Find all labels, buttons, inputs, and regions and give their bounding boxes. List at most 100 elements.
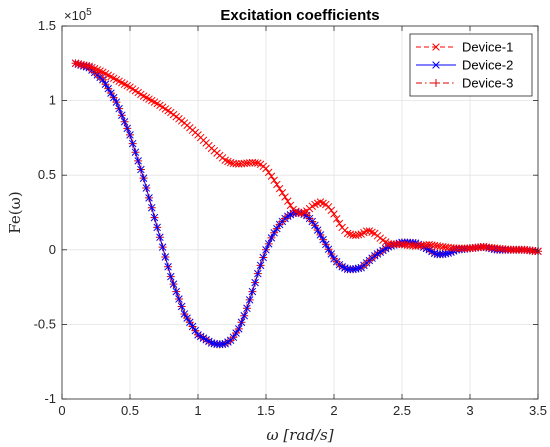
y-axis-exponent-power: 5: [86, 7, 92, 18]
series-marker: [161, 253, 170, 261]
legend-marker: [432, 43, 440, 51]
y-tick-label: -1: [44, 391, 56, 406]
series-marker: [316, 231, 325, 239]
legend-label: Device-1: [462, 40, 513, 55]
series-marker: [273, 180, 281, 189]
series-marker: [262, 164, 270, 173]
legend-label: Device-2: [462, 58, 513, 73]
series-marker: [112, 98, 121, 106]
series-marker: [188, 322, 197, 331]
series-marker: [324, 245, 333, 253]
series-marker: [327, 250, 336, 258]
series-marker: [273, 224, 281, 233]
series-marker: [422, 241, 431, 249]
series-marker: [172, 287, 180, 296]
series-marker: [245, 159, 254, 167]
series-marker: [120, 118, 129, 126]
series-marker: [264, 168, 273, 177]
series-marker: [278, 189, 287, 197]
series-marker: [232, 329, 240, 337]
series-marker: [248, 287, 257, 296]
x-tick-label: 0.5: [121, 403, 139, 418]
series-marker: [243, 304, 251, 313]
ticks: 0 0.5 1 1.5 2 2.5 3 3.5 -1 -0.5 0 0.5 1 1.5: [34, 18, 547, 418]
y-axis-exponent-base: ×10: [64, 8, 86, 23]
series-marker: [458, 244, 466, 253]
series-marker: [240, 311, 248, 320]
y-tick-label: 0.5: [38, 167, 56, 182]
series-marker: [137, 165, 145, 174]
series-marker: [142, 184, 151, 192]
plot-area-frame: [61, 25, 539, 400]
series-marker: [322, 240, 330, 249]
series-marker: [335, 219, 344, 228]
series-marker: [256, 261, 265, 270]
series-marker: [82, 61, 91, 70]
series-marker: [531, 247, 540, 255]
series-marker: [175, 295, 183, 303]
series-marker: [267, 172, 276, 180]
series-marker: [286, 201, 295, 210]
chart-title: Excitation coefficients: [220, 7, 379, 24]
series-marker: [308, 217, 316, 226]
series-marker: [251, 159, 259, 167]
series-marker: [107, 89, 115, 97]
series-marker: [169, 280, 178, 288]
series-marker: [281, 193, 289, 201]
y-tick-label: -0.5: [34, 316, 56, 331]
series-marker: [139, 174, 148, 182]
series-marker: [213, 340, 221, 348]
series-marker: [267, 234, 276, 242]
series-marker: [264, 240, 273, 248]
series-marker: [218, 340, 227, 348]
series-marker: [126, 131, 134, 139]
x-tick-label: 1: [194, 403, 201, 418]
x-tick-label: 3.5: [529, 403, 547, 418]
series-marker: [183, 314, 191, 322]
series-marker: [153, 223, 161, 232]
x-tick-label: 1.5: [257, 403, 275, 418]
y-tick-label: 1.5: [38, 18, 56, 33]
series-marker: [284, 197, 292, 205]
series-marker: [332, 215, 341, 223]
series-marker: [148, 203, 156, 212]
series-marker: [455, 244, 463, 253]
x-tick-label: 2.5: [393, 403, 411, 418]
series-marker: [158, 243, 167, 251]
series-marker: [232, 159, 240, 168]
series-marker: [104, 84, 112, 93]
legend: Device-1 Device-2 Device-3: [409, 33, 533, 97]
series-marker: [330, 210, 338, 218]
series-marker: [118, 111, 126, 119]
series-marker: [123, 124, 132, 133]
x-tick-label: 0: [58, 403, 65, 418]
series-marker: [251, 278, 259, 287]
legend-item: Device-2: [416, 58, 513, 73]
x-tick-label: 3: [466, 403, 473, 418]
series-marker: [319, 235, 327, 244]
series-marker: [313, 226, 322, 234]
series-marker: [275, 184, 284, 193]
series-marker: [177, 302, 186, 311]
x-axis-label: ω [rad/s]: [266, 426, 333, 444]
series-marker: [186, 318, 194, 327]
series-marker: [409, 242, 417, 250]
legend-marker: [432, 79, 440, 87]
series-marker: [270, 176, 278, 185]
series-marker: [101, 80, 110, 88]
legend-item: Device-3: [416, 76, 513, 91]
series-marker: [512, 246, 520, 254]
series-layer: [71, 59, 542, 349]
series-marker: [229, 333, 238, 341]
series-marker: [259, 253, 268, 262]
y-axis-exponent: ×105: [64, 7, 92, 24]
series-marker: [131, 148, 140, 156]
series-marker: [354, 264, 363, 273]
series-marker: [134, 157, 142, 165]
series-marker: [354, 230, 363, 239]
series-marker: [164, 263, 172, 271]
legend-item: Device-1: [416, 40, 513, 55]
series-marker: [150, 213, 159, 222]
series-marker: [460, 244, 469, 253]
